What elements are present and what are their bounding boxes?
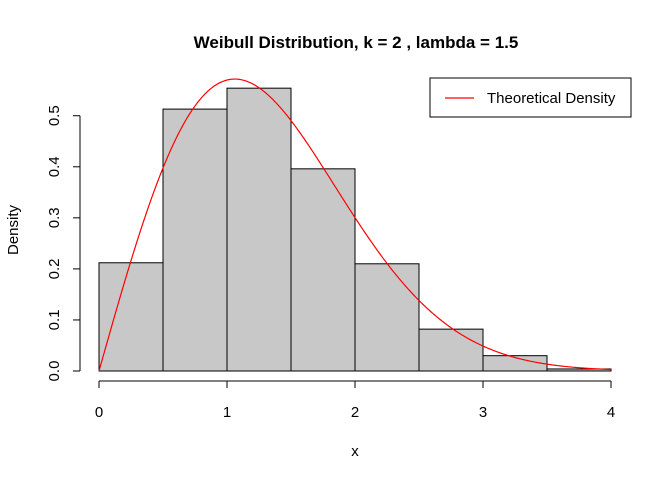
legend: Theoretical Density [429,77,632,118]
histogram-bar [226,87,292,372]
histogram-bar [354,263,420,372]
histogram-bar [290,168,356,372]
legend-label: Theoretical Density [487,90,616,107]
y-tick-label: 0.5 [46,105,63,126]
x-tick-label: 0 [95,404,103,421]
histogram-bar [482,355,548,372]
y-axis: 0.0 0.1 0.2 0.3 0.4 0.5 [46,105,81,382]
y-tick-label: 0.1 [46,310,63,331]
x-tick-label: 4 [607,404,615,421]
histogram-bar [546,368,612,372]
x-axis: 0 1 2 3 4 [95,380,615,421]
histogram-bar [162,108,228,372]
legend-box [429,77,632,118]
y-tick-label: 0.4 [46,156,63,177]
y-tick-label: 0.3 [46,207,63,228]
y-tick-label: 0.2 [46,258,63,279]
x-tick-label: 3 [479,404,487,421]
x-tick-label: 1 [223,404,231,421]
y-tick-label: 0.0 [46,361,63,382]
x-tick-label: 2 [351,404,359,421]
histogram-bar [98,262,164,372]
theoretical-density-line [98,78,612,372]
histogram-bars [98,87,612,372]
chart-title: Weibull Distribution, k = 2 , lambda = 1… [194,33,519,52]
y-axis-label: Density [5,204,22,255]
x-axis-label: x [351,443,359,460]
histogram-bar [418,328,484,372]
